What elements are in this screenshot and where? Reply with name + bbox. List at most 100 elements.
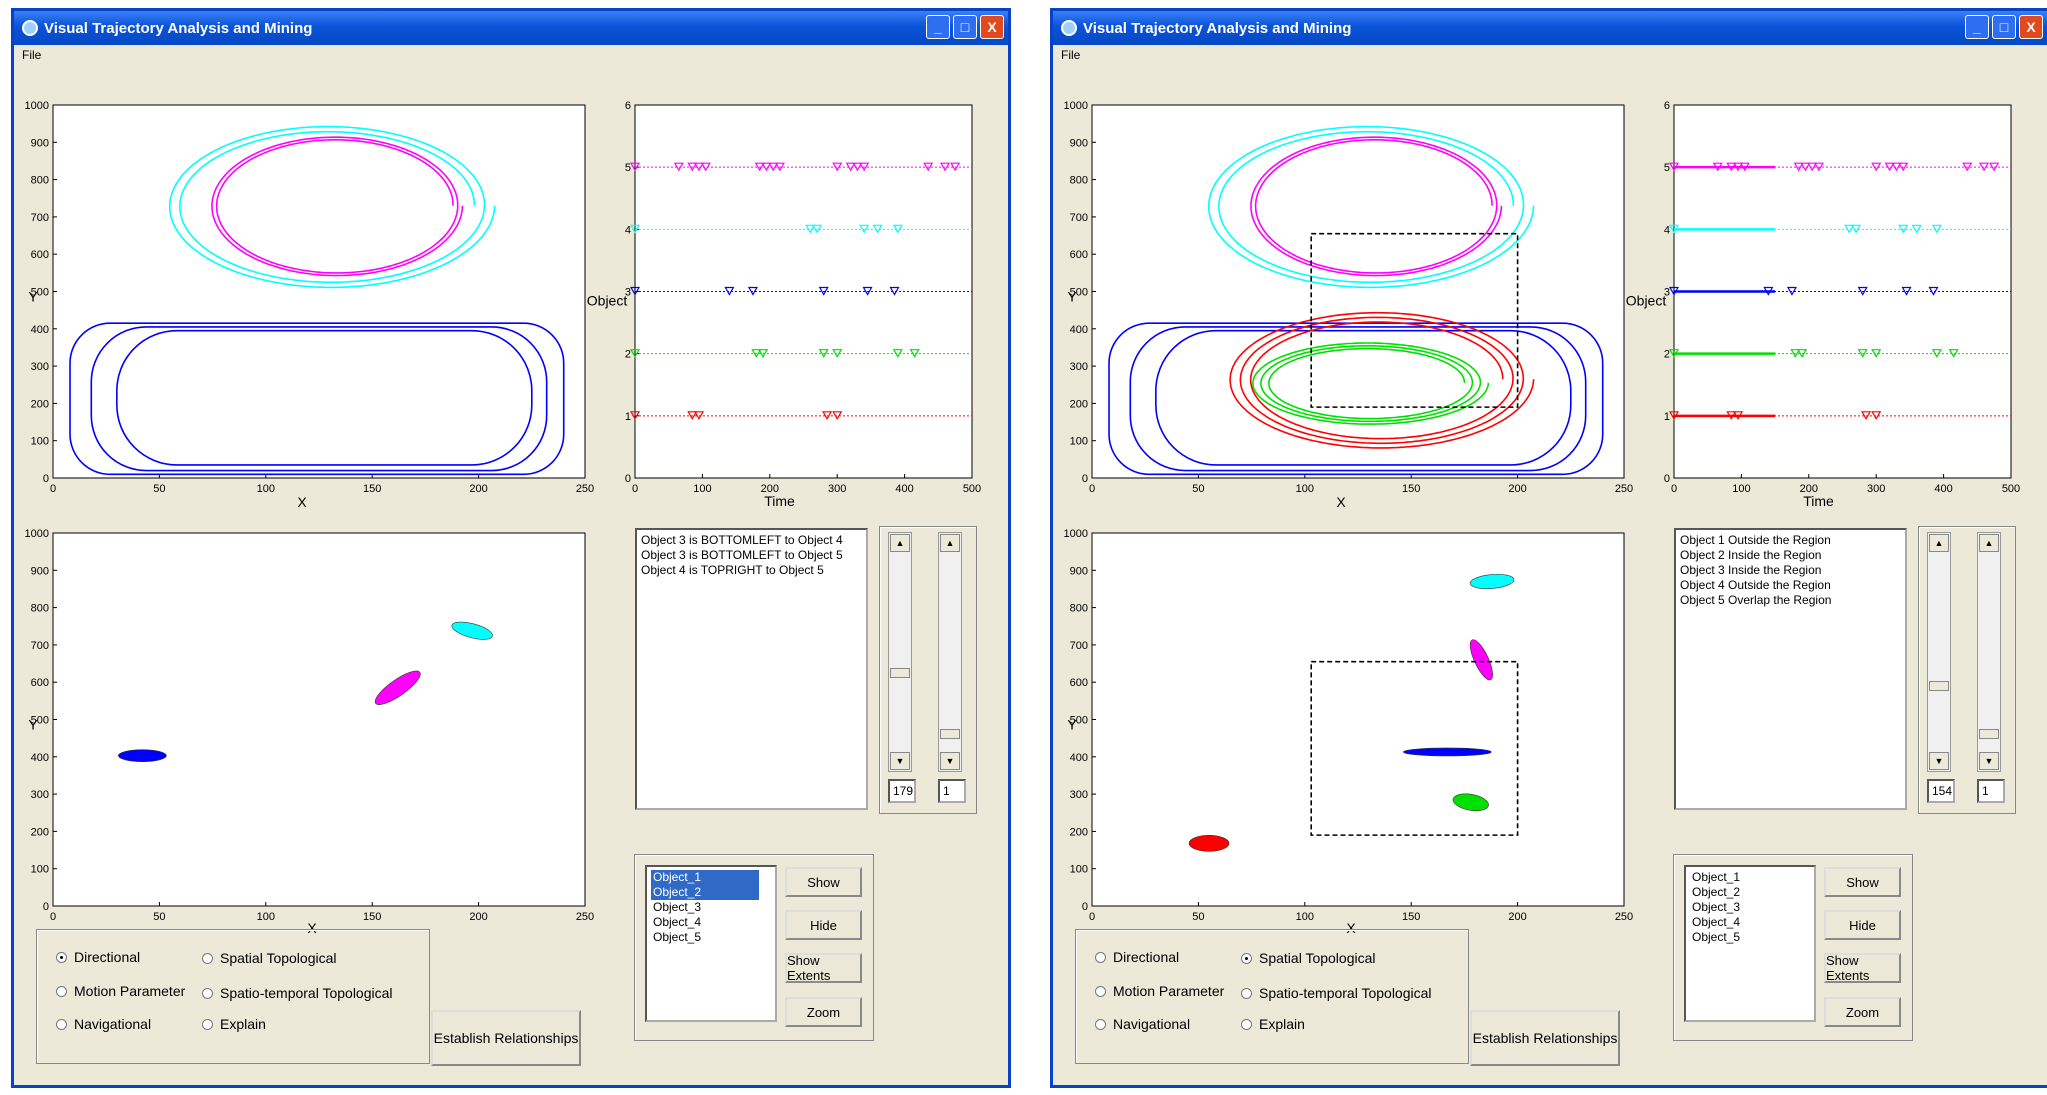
step-value-field[interactable]: 1: [1977, 779, 2005, 803]
radio-icon[interactable]: [1095, 985, 1106, 997]
minimize-icon[interactable]: _: [1965, 15, 1989, 39]
scroll-down-icon[interactable]: ▼: [940, 752, 960, 770]
x-axis-label: X: [1346, 920, 1356, 936]
list-item[interactable]: Object_2: [1692, 885, 1741, 899]
list-item[interactable]: Object_5: [653, 930, 702, 944]
radio-icon[interactable]: [56, 1018, 67, 1030]
zoom-button[interactable]: Zoom: [1824, 997, 1901, 1027]
list-item[interactable]: Object_1: [651, 870, 759, 885]
establish-relationships-button[interactable]: Establish Relationships: [1470, 1010, 1620, 1066]
radio-directional[interactable]: Directional: [1095, 949, 1179, 965]
y-tick-label: 1000: [25, 100, 49, 112]
y-tick-label: 3: [1664, 287, 1670, 299]
scroll-thumb[interactable]: [890, 668, 910, 678]
minimize-icon[interactable]: _: [926, 15, 950, 39]
time-scrollbar[interactable]: ▲ ▼: [1927, 532, 1951, 772]
menu-file[interactable]: File: [1053, 45, 2047, 65]
radio-icon[interactable]: [1095, 1018, 1106, 1030]
y-tick-label: 1000: [1064, 100, 1088, 112]
radio-navigational[interactable]: Navigational: [56, 1016, 151, 1032]
time-scrollbar[interactable]: ▲ ▼: [888, 532, 912, 772]
relation-line: Object 3 is BOTTOMLEFT to Object 4: [641, 533, 843, 547]
x-tick-label: 150: [1402, 483, 1420, 495]
scroll-up-icon[interactable]: ▲: [1979, 534, 1999, 552]
radio-directional[interactable]: Directional: [56, 949, 140, 965]
radio-icon[interactable]: [56, 951, 67, 963]
radio-explain[interactable]: Explain: [1241, 1016, 1305, 1032]
radio-icon[interactable]: [1241, 1018, 1252, 1030]
list-item[interactable]: Object_3: [653, 900, 702, 914]
scroll-down-icon[interactable]: ▼: [1979, 752, 1999, 770]
list-item[interactable]: Object_4: [653, 915, 702, 929]
y-tick-label: 4: [625, 224, 631, 236]
radio-icon[interactable]: [1095, 951, 1106, 963]
timeline-marker: [940, 162, 951, 172]
radio-motion-parameter[interactable]: Motion Parameter: [1095, 983, 1224, 999]
scroll-thumb[interactable]: [1929, 681, 1949, 691]
title-bar[interactable]: Visual Trajectory Analysis and Mining _ …: [1053, 11, 2047, 45]
scroll-thumb[interactable]: [1979, 729, 1999, 739]
list-item[interactable]: Object_2: [651, 885, 759, 900]
timeline-marker: [1668, 224, 1680, 234]
radio-spatial-topological[interactable]: Spatial Topological: [202, 950, 337, 966]
objects-list[interactable]: Object_1 Object_2 Object_3 Object_4 Obje…: [645, 865, 777, 1022]
main-window-left: Visual Trajectory Analysis and Mining _ …: [11, 8, 1011, 1088]
radio-motion-parameter[interactable]: Motion Parameter: [56, 983, 185, 999]
step-value-field[interactable]: 1: [938, 779, 966, 803]
y-tick-label: 2: [1664, 349, 1670, 361]
show-extents-button[interactable]: Show Extents: [1824, 953, 1901, 983]
scroll-down-icon[interactable]: ▼: [890, 752, 910, 770]
objects-list[interactable]: Object_1 Object_2 Object_3 Object_4 Obje…: [1684, 865, 1816, 1022]
radio-icon[interactable]: [1241, 952, 1252, 964]
menu-file[interactable]: File: [14, 45, 1008, 65]
radio-icon[interactable]: [202, 952, 213, 964]
scroll-down-icon[interactable]: ▼: [1929, 752, 1949, 770]
timeline-marker: [1931, 224, 1942, 234]
radio-icon[interactable]: [202, 1018, 213, 1030]
hide-button[interactable]: Hide: [1824, 910, 1901, 940]
time-value-field[interactable]: 154: [1927, 779, 1955, 803]
scroll-up-icon[interactable]: ▲: [890, 534, 910, 552]
timeline-marker: [1857, 349, 1868, 358]
show-button[interactable]: Show: [1824, 867, 1901, 897]
x-tick-label: 200: [1508, 483, 1526, 495]
radio-spatio-temporal[interactable]: Spatio-temporal Topological: [202, 985, 393, 1001]
close-icon[interactable]: X: [2019, 15, 2043, 39]
list-item[interactable]: Object_5: [1692, 930, 1741, 944]
radio-navigational[interactable]: Navigational: [1095, 1016, 1190, 1032]
timeline-marker: [1871, 162, 1882, 172]
scroll-panel: [879, 526, 977, 814]
timeline-marker: [1898, 162, 1909, 172]
title-bar[interactable]: Visual Trajectory Analysis and Mining _ …: [14, 11, 1008, 45]
close-icon[interactable]: X: [980, 15, 1004, 39]
timeline-marker: [892, 224, 903, 234]
radio-spatial-topological[interactable]: Spatial Topological: [1241, 950, 1376, 966]
y-tick-label: 200: [1070, 398, 1088, 410]
show-button[interactable]: Show: [785, 867, 862, 897]
step-scrollbar[interactable]: ▲ ▼: [1977, 532, 2001, 772]
zoom-button[interactable]: Zoom: [785, 997, 862, 1027]
scroll-up-icon[interactable]: ▲: [1929, 534, 1949, 552]
radio-icon[interactable]: [56, 985, 67, 997]
time-value-field[interactable]: 179: [888, 779, 916, 803]
list-item[interactable]: Object_3: [1692, 900, 1741, 914]
maximize-icon[interactable]: □: [1992, 15, 2016, 39]
establish-relationships-button[interactable]: Establish Relationships: [431, 1010, 581, 1066]
timeline-marker: [811, 224, 823, 234]
radio-spatio-temporal[interactable]: Spatio-temporal Topological: [1241, 985, 1432, 1001]
window-title: Visual Trajectory Analysis and Mining: [1083, 19, 1352, 37]
y-tick-label: 700: [31, 212, 49, 224]
list-item[interactable]: Object_1: [1692, 870, 1741, 884]
maximize-icon[interactable]: □: [953, 15, 977, 39]
radio-explain[interactable]: Explain: [202, 1016, 266, 1032]
radio-icon[interactable]: [1241, 987, 1252, 999]
step-scrollbar[interactable]: ▲ ▼: [938, 532, 962, 772]
hide-button[interactable]: Hide: [785, 910, 862, 940]
scroll-up-icon[interactable]: ▲: [940, 534, 960, 552]
show-extents-button[interactable]: Show Extents: [785, 953, 862, 983]
timeline-marker: [724, 286, 735, 296]
radio-icon[interactable]: [202, 987, 213, 999]
window-body: 0 50 100 150 200 250 0 100 200 300 400 500 600 700 800…: [14, 65, 1008, 1085]
list-item[interactable]: Object_4: [1692, 915, 1741, 929]
scroll-thumb[interactable]: [940, 729, 960, 739]
